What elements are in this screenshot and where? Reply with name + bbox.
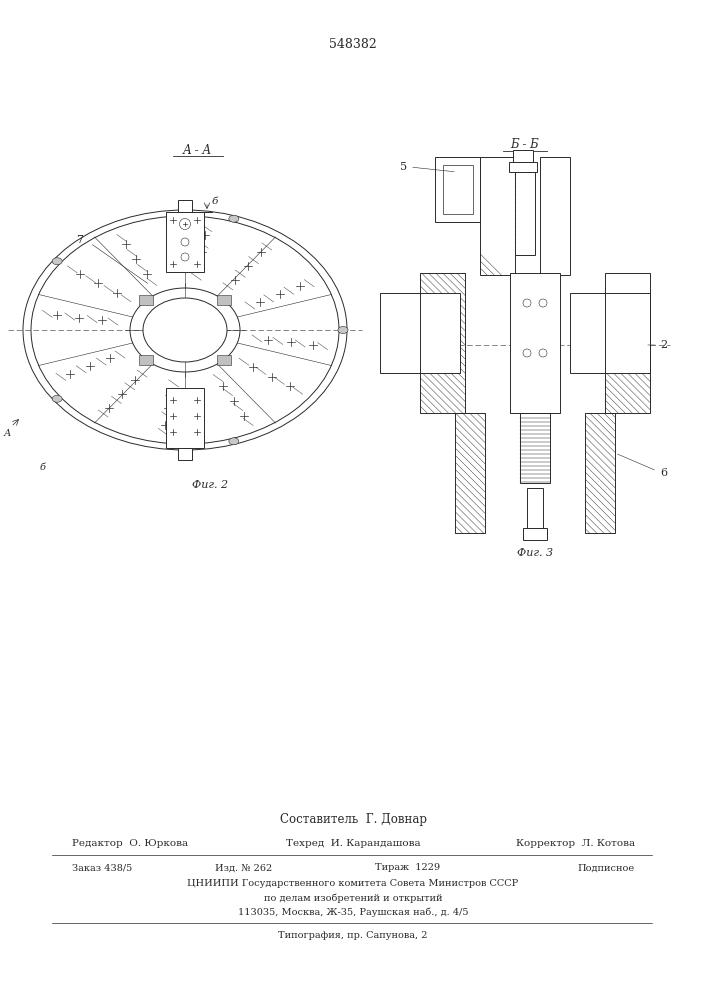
Bar (605, 273, 650, 413)
Bar (480, 157, 515, 275)
Bar (420, 273, 465, 413)
Bar (178, 200, 192, 212)
Text: 2: 2 (660, 340, 667, 350)
Bar (380, 293, 460, 373)
Bar (520, 413, 550, 483)
FancyBboxPatch shape (139, 295, 153, 305)
Text: Корректор  Л. Котова: Корректор Л. Котова (516, 840, 635, 848)
Text: А: А (4, 428, 11, 438)
Bar (455, 413, 485, 533)
Bar (540, 157, 570, 275)
Text: 5: 5 (400, 162, 407, 172)
Bar (435, 157, 480, 222)
Bar (509, 162, 537, 172)
Bar (570, 293, 650, 373)
Text: Фиг. 3: Фиг. 3 (517, 548, 553, 558)
Ellipse shape (229, 215, 239, 222)
FancyBboxPatch shape (217, 295, 231, 305)
Circle shape (523, 299, 531, 307)
Text: Изд. № 262: Изд. № 262 (215, 863, 272, 872)
FancyBboxPatch shape (139, 355, 153, 365)
Bar (166, 388, 204, 448)
Ellipse shape (52, 258, 62, 265)
Text: 548382: 548382 (329, 38, 377, 51)
Bar (513, 150, 533, 162)
Bar (585, 413, 615, 533)
Text: ЦНИИПИ Государственного комитета Совета Министров СССР: ЦНИИПИ Государственного комитета Совета … (187, 880, 519, 888)
Text: Тираж  1229: Тираж 1229 (375, 863, 440, 872)
Circle shape (539, 349, 547, 357)
Ellipse shape (52, 395, 62, 402)
Bar (515, 172, 535, 255)
FancyBboxPatch shape (217, 355, 231, 365)
Text: Заказ 438/5: Заказ 438/5 (72, 863, 132, 872)
Bar (166, 212, 204, 272)
Ellipse shape (338, 326, 348, 334)
Text: Редактор  О. Юркова: Редактор О. Юркова (72, 840, 188, 848)
Bar (443, 165, 473, 214)
Text: б: б (211, 198, 217, 207)
Text: 6: 6 (660, 468, 667, 478)
Text: по делам изобретений и открытий: по делам изобретений и открытий (264, 893, 443, 903)
Bar (523, 528, 547, 540)
Text: Фиг. 2: Фиг. 2 (192, 480, 228, 490)
Text: Подписное: Подписное (578, 863, 635, 872)
Text: А - А: А - А (182, 143, 211, 156)
Ellipse shape (143, 298, 227, 362)
Text: Составитель  Г. Довнар: Составитель Г. Довнар (279, 814, 426, 826)
Circle shape (523, 349, 531, 357)
Text: Типография, пр. Сапунова, 2: Типография, пр. Сапунова, 2 (279, 932, 428, 940)
Bar (178, 448, 192, 460)
Text: Б - Б: Б - Б (510, 138, 539, 151)
Ellipse shape (229, 438, 239, 445)
Bar (527, 488, 543, 528)
Text: Техред  И. Карандашова: Техред И. Карандашова (286, 840, 421, 848)
Circle shape (539, 299, 547, 307)
Text: 113035, Москва, Ж-35, Раушская наб., д. 4/5: 113035, Москва, Ж-35, Раушская наб., д. … (238, 907, 468, 917)
Bar (510, 273, 560, 413)
Text: б: б (40, 464, 46, 473)
Text: 7: 7 (76, 235, 83, 245)
